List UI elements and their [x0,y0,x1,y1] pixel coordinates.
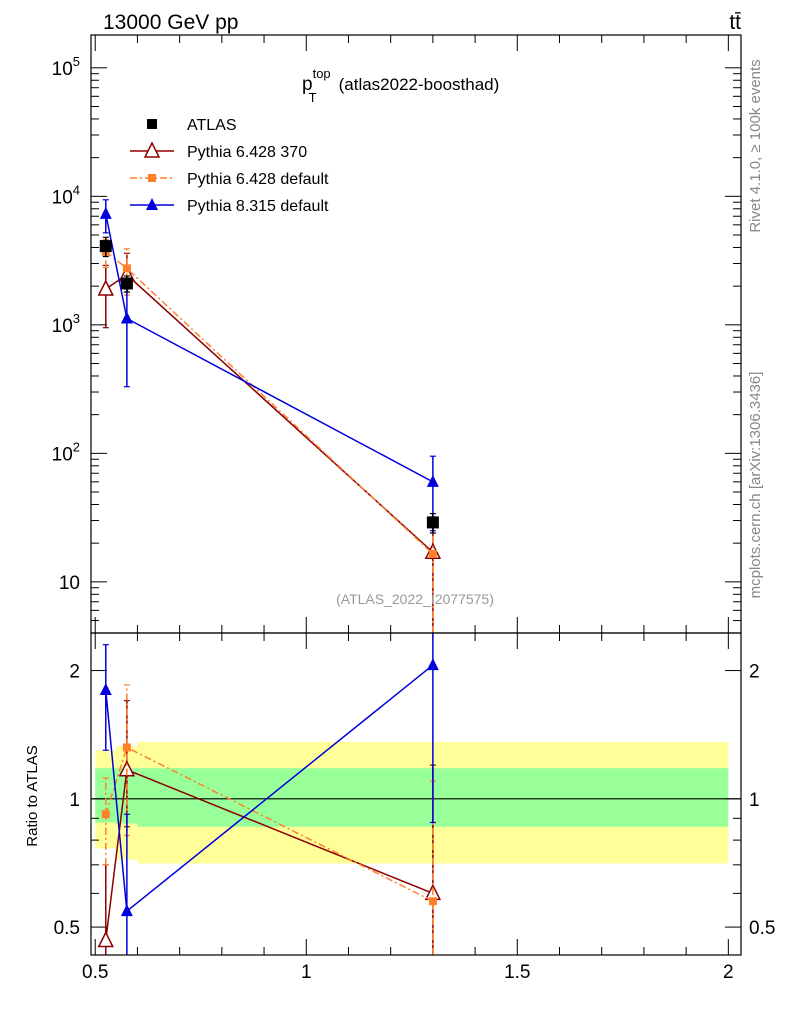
ratio-series-2 [99,633,439,955]
legend-entry: Pythia 6.428 default [130,171,329,188]
main-data-point [97,279,114,296]
y-tick-label-base: 10 [52,187,73,208]
ratio-axis-labels: 0.5 0.5 1 1 2 2 0.5 1 1.5 2 [54,662,776,983]
ratio-uncertainty-bands [91,741,741,864]
mcplots-label: mcplots.cern.ch [arXiv:1306.3436] [747,372,764,599]
ratio-inner-band [95,768,117,823]
legend-marker [143,141,161,158]
y-tick-label-exp: 4 [73,182,80,197]
main-series-3 [99,236,439,534]
ratio-y-tick-label-left: 0.5 [54,918,80,939]
x-tick-label: 1.5 [504,962,530,983]
y-tick-label: 102 [52,439,80,465]
ratio-data-point [426,658,439,671]
x-tick-label: 2 [723,962,734,983]
ratio-y-tick-label-right: 1 [749,790,760,811]
legend-label: Pythia 6.428 370 [187,144,307,161]
y-tick-label: 104 [52,182,80,208]
main-data-point [122,264,131,273]
legend-entry: ATLAS [147,117,237,134]
y-tick-label-exp: 3 [73,311,80,326]
ratio-data-point [97,930,114,948]
legend-label: Pythia 8.315 default [187,198,329,215]
x-tick-label: 0.5 [82,962,108,983]
rivet-version-label: Rivet 4.1.0, ≥ 100k events [747,59,764,232]
ratio-data-point [122,743,131,752]
y-tick-label-base: 10 [52,59,73,80]
process-label: tt̄ [729,11,741,34]
main-series-0 [97,252,442,633]
ratio-y-tick-label-left: 1 [69,790,80,811]
legend-entry: Pythia 8.315 default [130,198,329,215]
legend-marker [146,198,158,210]
title-suffix: (atlas2022-boosthad) [339,75,500,94]
y-tick-label: 10 [59,573,80,594]
main-axis-ticks [91,35,741,634]
legend-label: Pythia 6.428 default [187,171,329,188]
ratio-y-tick-label-right: 2 [749,662,760,683]
main-series-line [105,273,434,553]
y-tick-label-exp: 5 [73,54,80,69]
legend-marker [147,119,157,129]
ratio-series-1 [101,684,437,955]
main-series [97,199,442,633]
ratio-data-point [428,897,437,906]
y-tick-label-base: 10 [52,444,73,465]
main-data-point [99,206,112,219]
title-main: p [302,74,313,95]
plot-title: ptop T (atlas2022-boosthad) [302,66,499,105]
ratio-y-tick-label-left: 2 [69,662,80,683]
main-data-point [120,311,133,324]
main-data-point [99,240,112,253]
main-series-line [105,213,434,483]
y-tick-label-exp: 2 [73,439,80,454]
main-data-point [428,549,437,558]
ratio-frame-group [90,632,742,956]
ratio-y-axis-title: Ratio to ATLAS [24,745,41,846]
ratio-y-tick-label-right: 0.5 [749,918,775,939]
ratio-data-point [101,810,110,819]
y-tick-label: 105 [52,54,80,80]
ratio-series [97,633,442,955]
analysis-watermark: (ATLAS_2022_I2077575) [336,591,494,607]
main-series-line [105,251,434,555]
y-tick-label: 103 [52,311,80,337]
legend-label: ATLAS [187,117,237,134]
main-data-point [120,277,133,290]
main-data-point [426,516,439,529]
legend: ATLAS Pythia 6.428 370 Pythia 6.428 defaul… [130,117,329,215]
legend-marker [148,174,156,182]
energy-label: 13000 GeV pp [103,11,238,34]
main-series-2 [99,199,439,532]
ratio-plot-frame [90,632,742,956]
title-subscript: T [309,90,317,105]
ratio-data-point [99,683,112,696]
main-data-point [426,474,439,487]
title-superscript: top [313,66,331,81]
ratio-axis-ticks [91,633,741,955]
main-series-1 [101,239,437,633]
ratio-data-point [120,904,133,917]
y-tick-label-base: 10 [52,316,73,337]
x-tick-label: 1 [301,962,312,983]
legend-entry: Pythia 6.428 370 [130,141,307,161]
